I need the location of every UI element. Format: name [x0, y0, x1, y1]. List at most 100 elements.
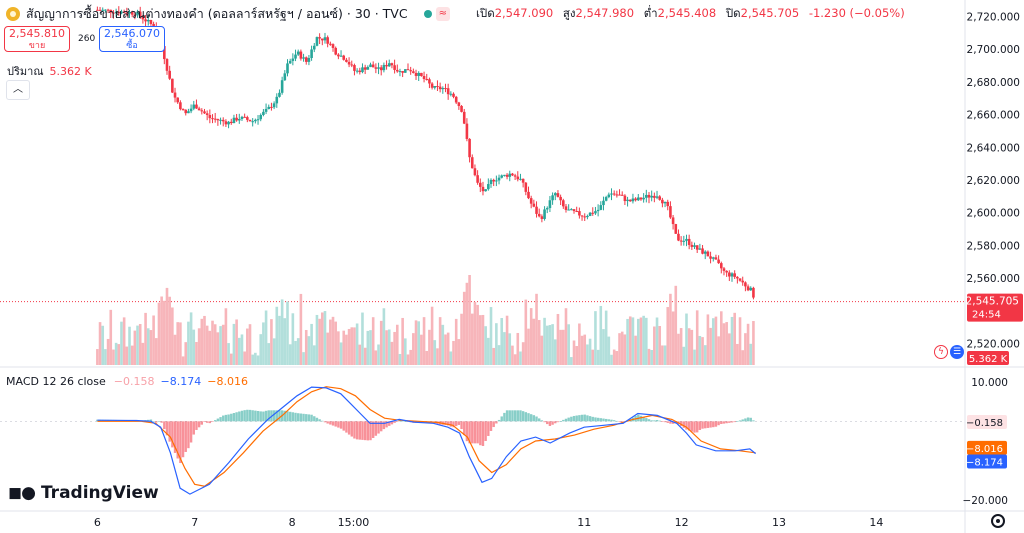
candle-body — [650, 195, 653, 198]
macd-hist-bar — [288, 411, 292, 422]
candle-body — [208, 115, 212, 119]
macd-hist-bar — [444, 421, 447, 426]
candle-body — [286, 63, 289, 74]
gold-symbol-icon — [6, 7, 20, 21]
symbol-legend[interactable]: สัญญาการซื้อขายส่วนต่างทองคำ (ดอลลาร์สหร… — [6, 4, 450, 24]
countdown-label: 24:54 — [972, 310, 1001, 321]
candle-body — [283, 73, 287, 81]
volume-bar — [674, 285, 678, 365]
volume-bar — [262, 322, 265, 365]
settings-gear-icon[interactable] — [991, 514, 1005, 528]
volume-bar — [184, 342, 188, 365]
candle-body — [701, 248, 704, 254]
volume-bar — [733, 312, 736, 365]
volume-bar — [256, 355, 260, 365]
macd-hist-bar — [521, 411, 525, 422]
price-tick-label: 2,520.000 — [967, 339, 1020, 351]
candle-body — [728, 272, 731, 277]
macd-hist-bar — [382, 421, 386, 430]
volume-bar — [594, 311, 597, 365]
candle-body — [216, 119, 220, 121]
candle-body — [347, 61, 351, 65]
volume-bar — [270, 319, 273, 365]
macd-hist-bar — [313, 416, 316, 422]
us-flag-icon[interactable]: ☰ — [950, 345, 964, 359]
volume-bar — [216, 332, 220, 365]
macd-hist-bar — [345, 421, 348, 433]
macd-hist-bar — [746, 417, 750, 422]
macd-hist-bar — [171, 421, 174, 448]
candle-body — [540, 216, 544, 219]
macd-hist-bar — [286, 411, 289, 422]
macd-hist-bar — [725, 421, 728, 424]
candle-body — [165, 59, 169, 71]
sell-button[interactable]: 2,545.810 ขาย — [4, 26, 70, 52]
market-status[interactable]: ≈ — [423, 7, 450, 21]
volume-bar — [612, 349, 616, 365]
candle-body — [377, 67, 380, 69]
symbol-title[interactable]: สัญญาการซื้อขายส่วนต่างทองคำ (ดอลลาร์สหร… — [26, 6, 408, 21]
volume-bars — [96, 275, 755, 365]
volume-bar — [417, 321, 421, 365]
volume-bar — [535, 293, 538, 365]
price-tick-label: 2,560.000 — [967, 273, 1020, 285]
volume-bar — [310, 323, 313, 365]
buy-button[interactable]: 2,546.070 ซื้อ — [99, 26, 165, 52]
volume-bar — [224, 308, 228, 365]
candle-body — [636, 197, 640, 201]
volume-bar — [267, 343, 271, 365]
tradingview-logo[interactable]: ◼● TradingView — [8, 483, 159, 503]
lightning-icon[interactable]: ϟ — [934, 345, 948, 359]
price-tick-label: 2,700.000 — [967, 44, 1020, 56]
candle-body — [430, 83, 434, 88]
candle-body — [307, 58, 311, 62]
candle-body — [612, 193, 616, 195]
candle-body — [117, 11, 121, 14]
collapse-legend-button[interactable]: ︿ — [6, 80, 30, 100]
volume-label: ปริมาณ — [7, 65, 44, 78]
candle-body — [610, 193, 613, 195]
candle-body — [181, 109, 185, 111]
macd-legend[interactable]: MACD 12 26 close −0.158 −8.174 −8.016 — [6, 375, 248, 388]
volume-bar — [291, 313, 295, 365]
macd-hist-tag — [967, 414, 1007, 429]
macd-hist-bar — [639, 415, 643, 422]
macd-hist-bar — [591, 416, 594, 422]
volume-bar — [449, 351, 453, 365]
event-markers[interactable]: ϟ ☰ — [934, 345, 964, 359]
macd-hist-bar — [524, 412, 528, 422]
macd-hist-bar — [709, 421, 712, 428]
candle-body — [114, 11, 118, 14]
volume-bar — [136, 325, 139, 365]
candle-body — [414, 72, 418, 76]
volume-bar — [521, 342, 525, 365]
candle-body — [192, 104, 196, 109]
volume-bar — [736, 343, 739, 365]
macd-tick-label: −20.000 — [962, 495, 1008, 507]
volume-bar — [406, 354, 410, 365]
time-tick-label: 7 — [191, 516, 198, 529]
macd-hist-bar — [152, 421, 155, 422]
macd-hist-bar — [163, 421, 166, 430]
macd-line — [97, 386, 756, 495]
volume-bar — [717, 336, 720, 365]
volume-bar — [559, 329, 562, 365]
macd-hist-bar — [594, 417, 597, 422]
candle-body — [369, 64, 372, 67]
volume-bar — [168, 296, 171, 365]
volume-bar — [473, 301, 477, 365]
volume-legend[interactable]: ปริมาณ 5.362 K — [7, 62, 92, 80]
volume-bar — [655, 317, 659, 365]
candle-body — [679, 240, 683, 242]
candle-body — [556, 193, 560, 197]
high-label: สูง — [562, 6, 576, 20]
volume-bar — [476, 304, 479, 365]
volume-bar — [149, 330, 153, 365]
candle-body — [468, 138, 471, 158]
macd-hist-bar — [661, 421, 664, 422]
candle-body — [428, 79, 431, 84]
candle-body — [259, 114, 263, 120]
volume-bar — [219, 326, 222, 365]
